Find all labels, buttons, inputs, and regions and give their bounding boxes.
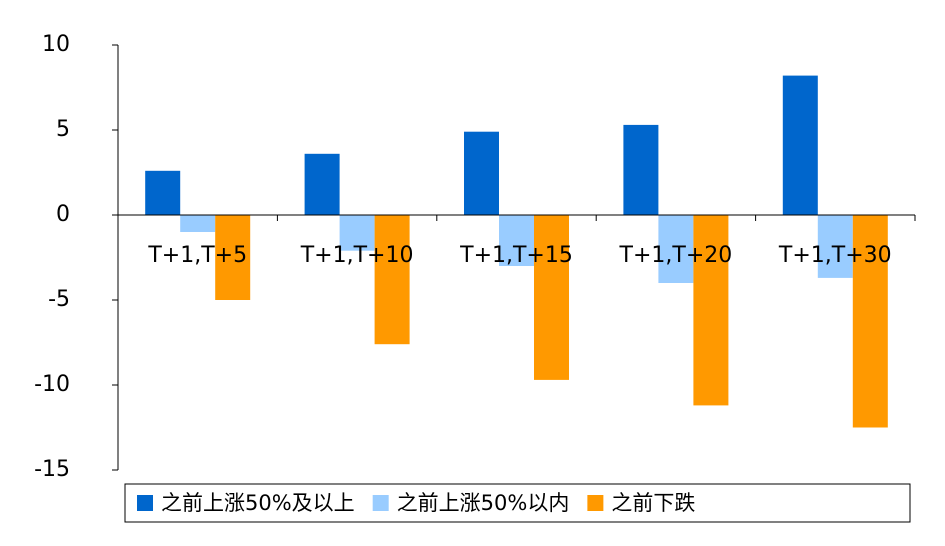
bar	[693, 215, 729, 406]
x-tick-label: T+1,T+20	[619, 243, 733, 268]
bar	[145, 170, 181, 215]
legend-label: 之前下跌	[611, 491, 695, 515]
legend-label: 之前上涨50%及以上	[161, 491, 355, 515]
y-tick-label: -5	[48, 287, 70, 312]
bar	[215, 215, 251, 300]
bar	[499, 215, 534, 266]
bar	[852, 215, 888, 428]
x-tick-label: T+1,T+10	[300, 243, 414, 268]
bar	[658, 215, 694, 283]
y-tick-label: 0	[56, 202, 70, 227]
y-tick-label: 10	[42, 32, 70, 57]
bar	[180, 215, 216, 232]
legend-box	[124, 483, 911, 523]
x-tick-label: T+1,T+5	[147, 243, 247, 268]
legend-label: 之前上涨50%以内	[397, 491, 570, 515]
legend-swatch	[372, 495, 389, 511]
y-tick-label: -10	[34, 372, 70, 397]
bar	[623, 124, 659, 215]
y-tick-label: -15	[34, 457, 70, 482]
bar	[304, 153, 340, 215]
bar	[817, 215, 853, 278]
x-tick-label: T+1,T+15	[459, 243, 573, 268]
bar	[782, 75, 818, 215]
bar	[464, 131, 499, 215]
legend-swatch	[137, 495, 153, 511]
bar	[374, 215, 410, 345]
x-tick-label: T+1,T+30	[778, 243, 892, 268]
legend-swatch	[587, 495, 604, 511]
bar	[339, 215, 375, 251]
bar	[534, 215, 569, 380]
y-tick-label: 5	[56, 117, 70, 142]
